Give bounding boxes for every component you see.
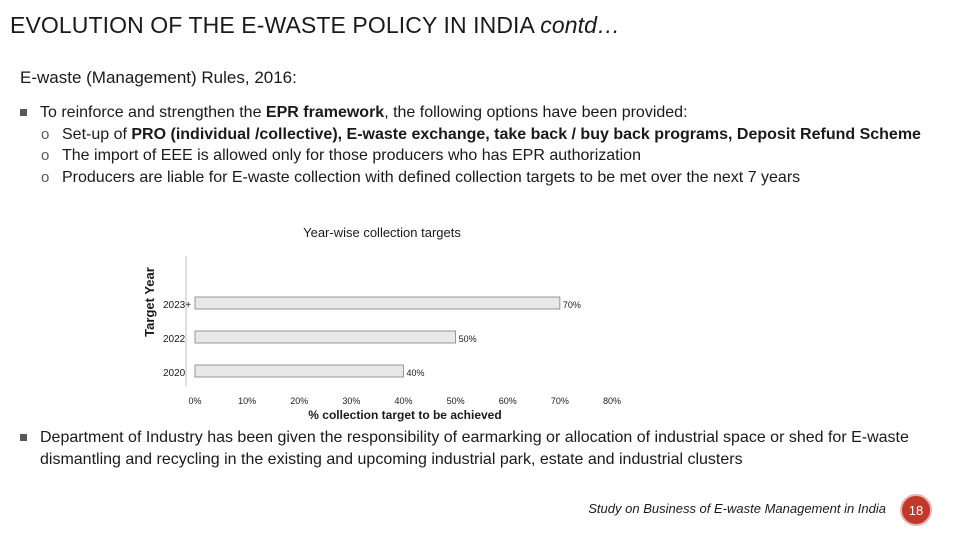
bullet-industry: Department of Industry has been given th… (20, 427, 940, 470)
x-axis-label: % collection target to be achieved (308, 408, 501, 422)
bullet-epr: To reinforce and strengthen the EPR fram… (20, 102, 940, 124)
page-title: EVOLUTION OF THE E-WASTE POLICY IN INDIA… (10, 12, 620, 39)
data-label: 40% (407, 368, 425, 378)
category-label: 2023+ (163, 300, 191, 311)
sub-bullet-producers-text: Producers are liable for E-waste collect… (62, 168, 801, 186)
data-label: 70% (563, 300, 581, 310)
bullet-epr-pre: To reinforce and strengthen the (40, 104, 266, 121)
bar-2022 (194, 330, 457, 344)
sub-bullet-import: o The import of EEE is allowed only for … (20, 145, 940, 167)
x-tick-label: 60% (499, 396, 517, 406)
source-footer: Study on Business of E-waste Management … (588, 501, 886, 516)
y-axis-label: Target Year (142, 267, 157, 337)
circle-bullet-icon: o (41, 147, 50, 164)
bullet-epr-bold: EPR framework (265, 104, 385, 121)
x-tick-label: 0% (188, 396, 201, 406)
category-label: 2020 (163, 368, 186, 379)
sub-bullet-producers: o Producers are liable for E-waste colle… (20, 167, 940, 189)
title-contd: contd… (540, 12, 621, 38)
square-bullet-icon (20, 434, 27, 441)
sub-bullet-pro: o Set-up of PRO (individual /collective)… (20, 124, 940, 146)
x-tick-label: 70% (551, 396, 569, 406)
title-main: EVOLUTION OF THE E-WASTE POLICY IN INDIA (10, 12, 534, 38)
circle-bullet-icon: o (41, 125, 50, 143)
circle-bullet-icon: o (41, 168, 50, 186)
data-label: 50% (459, 334, 477, 344)
bar-2023plus (194, 296, 561, 310)
sub-bullet-import-text: The import of EEE is allowed only for th… (62, 147, 641, 164)
x-tick-label: 10% (238, 396, 256, 406)
bullet-industry-text: Department of Industry has been given th… (40, 429, 909, 468)
sub-bullet-pro-pre: Set-up of (62, 125, 132, 143)
x-tick-label: 80% (603, 396, 621, 406)
sub-bullet-pro-bold: PRO (individual /collective), E-waste ex… (131, 125, 921, 143)
x-tick-label: 50% (447, 396, 465, 406)
collection-targets-chart: Year-wise collection targets Target Year 2… (130, 220, 650, 425)
bar-2020 (194, 364, 404, 378)
chart-svg: Year-wise collection targets Target Year 2… (142, 225, 621, 422)
section-subtitle: E-waste (Management) Rules, 2016: (20, 68, 297, 87)
page-number-badge: 18 (900, 494, 932, 526)
chart-title: Year-wise collection targets (303, 225, 461, 240)
x-tick-label: 20% (290, 396, 308, 406)
x-tick-label: 40% (394, 396, 412, 406)
category-label: 2022 (163, 334, 186, 345)
bullet-epr-post: , the following options have been provid… (384, 104, 688, 121)
square-bullet-icon (20, 109, 27, 116)
bullet-list: To reinforce and strengthen the EPR fram… (20, 102, 940, 188)
x-tick-label: 30% (342, 396, 360, 406)
